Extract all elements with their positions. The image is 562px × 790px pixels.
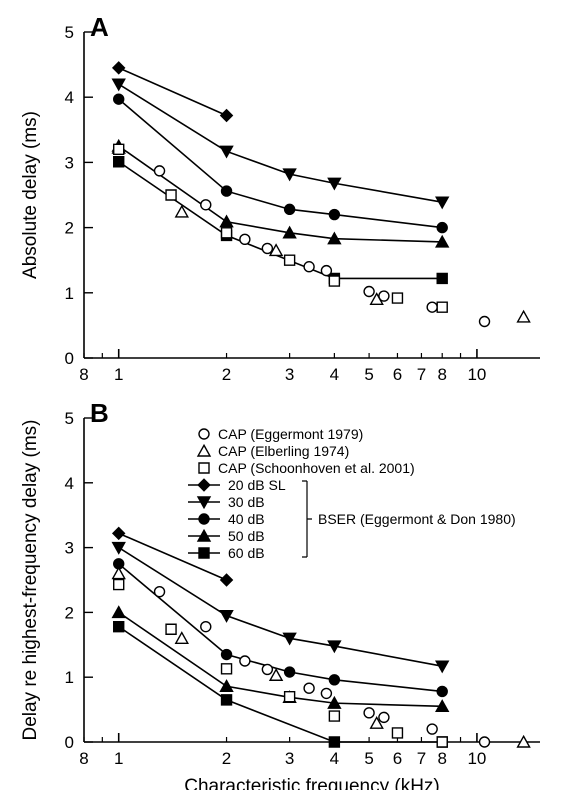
xtick-label: 6 <box>393 365 402 384</box>
legend-label: CAP (Schoonhoven et al. 2001) <box>218 460 415 476</box>
ytick-label: 5 <box>65 23 74 42</box>
legend-label: 30 dB <box>228 494 265 510</box>
legend-bser-label: BSER (Eggermont & Don 1980) <box>318 511 516 527</box>
ytick-label: 4 <box>65 88 74 107</box>
xtick-label: 8 <box>79 749 88 768</box>
xtick-label: 6 <box>393 749 402 768</box>
legend-label: 60 dB <box>228 545 265 561</box>
xtick-label: 10 <box>467 365 486 384</box>
ytick-label: 3 <box>65 539 74 558</box>
panel-letter: A <box>90 12 109 42</box>
ytick-label: 0 <box>65 733 74 752</box>
xtick-label: 8 <box>437 365 446 384</box>
xtick-label: 10 <box>467 749 486 768</box>
ytick-label: 4 <box>65 474 74 493</box>
ylabel: Absolute delay (ms) <box>20 111 41 279</box>
legend-label: 40 dB <box>228 511 265 527</box>
xtick-label: 5 <box>364 365 373 384</box>
ytick-label: 0 <box>65 349 74 368</box>
panel-letter: B <box>90 398 109 428</box>
ytick-label: 5 <box>65 409 74 428</box>
xtick-label: 8 <box>437 749 446 768</box>
xtick-label: 7 <box>417 749 426 768</box>
figure-svg: 01234581234567810Absolute delay (ms)A012… <box>0 0 562 790</box>
xtick-label: 3 <box>285 749 294 768</box>
legend-label: CAP (Eggermont 1979) <box>218 426 363 442</box>
xtick-label: 4 <box>330 749 339 768</box>
legend-label: CAP (Elberling 1974) <box>218 443 349 459</box>
legend-label: 50 dB <box>228 528 265 544</box>
ytick-label: 2 <box>65 219 74 238</box>
legend: CAP (Eggermont 1979)CAP (Elberling 1974)… <box>188 426 516 561</box>
xtick-label: 7 <box>417 365 426 384</box>
figure: 01234581234567810Absolute delay (ms)A012… <box>0 0 562 790</box>
xtick-label: 2 <box>222 365 231 384</box>
ytick-label: 1 <box>65 668 74 687</box>
ylabel: Delay re highest-frequency delay (ms) <box>20 419 41 740</box>
ytick-label: 1 <box>65 284 74 303</box>
xtick-label: 3 <box>285 365 294 384</box>
xlabel: Characteristic frequency (kHz) <box>184 776 440 790</box>
xtick-label: 1 <box>114 365 123 384</box>
ytick-label: 2 <box>65 603 74 622</box>
xtick-label: 1 <box>114 749 123 768</box>
legend-label: 20 dB SL <box>228 477 286 493</box>
xtick-label: 5 <box>364 749 373 768</box>
xtick-label: 4 <box>330 365 339 384</box>
xtick-label: 2 <box>222 749 231 768</box>
panelA: 01234581234567810Absolute delay (ms)A <box>20 12 540 384</box>
xtick-label: 8 <box>79 365 88 384</box>
ytick-label: 3 <box>65 153 74 172</box>
